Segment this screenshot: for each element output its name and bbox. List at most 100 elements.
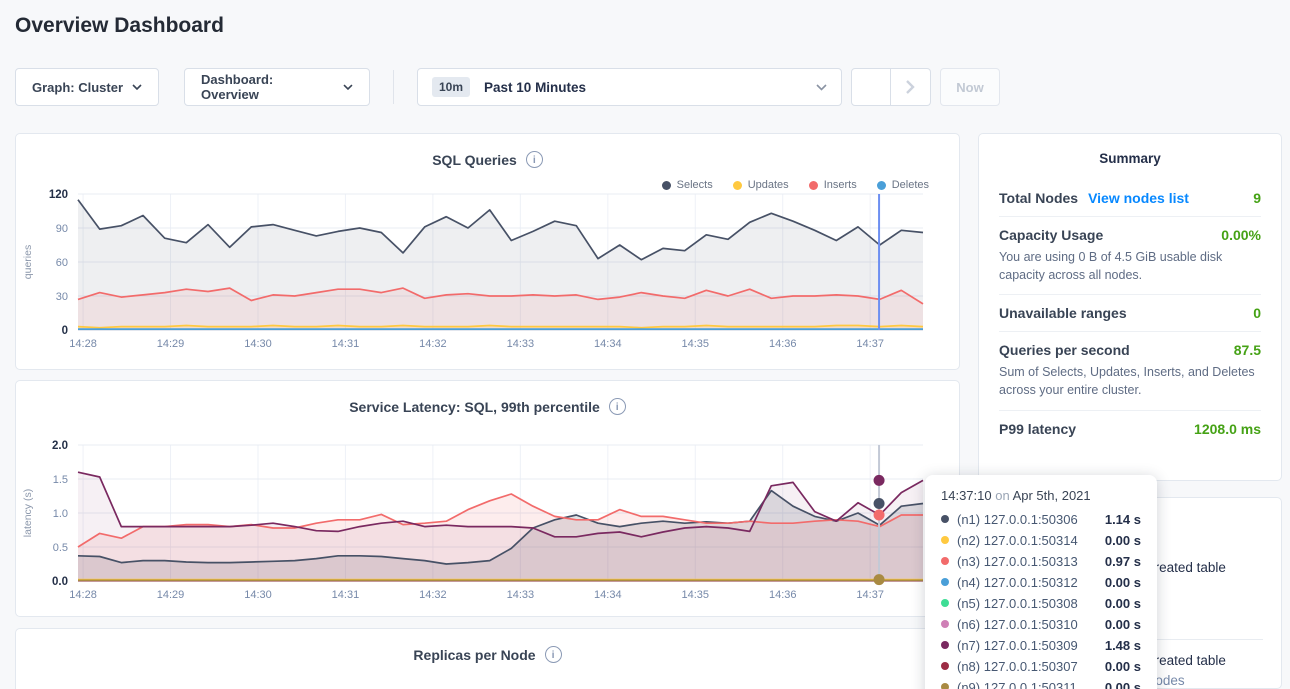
sql-queries-panel: SQL Queries i SelectsUpdatesInsertsDelet… [15, 133, 960, 370]
tooltip-timestamp: 14:37:10 on Apr 5th, 2021 [941, 488, 1141, 503]
tooltip-row: (n1) 127.0.0.1:50306 1.14 s [941, 510, 1141, 528]
svg-text:0.5: 0.5 [53, 542, 68, 554]
chart-hover-tooltip: 14:37:10 on Apr 5th, 2021 (n1) 127.0.0.1… [925, 475, 1157, 689]
service-latency-panel: Service Latency: SQL, 99th percentile i … [15, 380, 960, 617]
summary-row-value: 0 [1253, 305, 1261, 321]
summary-row-value: 1208.0 ms [1194, 421, 1261, 437]
tooltip-node-label: (n4) 127.0.0.1:50312 [957, 575, 1097, 590]
time-range-selector[interactable]: 10m Past 10 Minutes [417, 68, 842, 106]
chevron-left-icon [867, 80, 876, 94]
tooltip-node-value: 1.14 s [1105, 512, 1141, 527]
summary-row: Total Nodes View nodes list 9 [999, 180, 1261, 216]
view-nodes-list-link[interactable]: View nodes list [1088, 190, 1189, 206]
series-color-dot [941, 662, 949, 670]
page-title: Overview Dashboard [15, 14, 224, 38]
chevron-down-icon [816, 84, 827, 91]
svg-text:latency (s): latency (s) [22, 489, 34, 537]
svg-text:14:35: 14:35 [682, 338, 710, 350]
time-pager [851, 68, 931, 106]
time-range-badge: 10m [432, 77, 470, 97]
svg-text:14:28: 14:28 [69, 589, 97, 601]
tooltip-node-value: 0.00 s [1105, 596, 1141, 611]
tooltip-node-label: (n6) 127.0.0.1:50310 [957, 617, 1097, 632]
series-color-dot [941, 620, 949, 628]
sql-queries-chart[interactable]: 14:2814:2914:3014:3114:3214:3314:3414:35… [16, 186, 961, 358]
tooltip-node-label: (n2) 127.0.0.1:50314 [957, 533, 1097, 548]
summary-row: P99 latency 1208.0 ms [999, 410, 1261, 447]
now-button[interactable]: Now [940, 68, 1000, 106]
tooltip-node-value: 0.97 s [1105, 554, 1141, 569]
service-latency-chart[interactable]: 14:2814:2914:3014:3114:3214:3314:3414:35… [16, 437, 961, 609]
svg-text:120: 120 [49, 189, 68, 201]
svg-text:14:28: 14:28 [69, 338, 97, 350]
summary-row-description: You are using 0 B of 4.5 GiB usable disk… [999, 248, 1261, 284]
summary-row: Unavailable ranges 0 [999, 294, 1261, 331]
dashboard-select-label: Dashboard: Overview [201, 72, 334, 102]
tooltip-row: (n9) 127.0.0.1:50311 0.00 s [941, 678, 1141, 689]
svg-text:2.0: 2.0 [52, 440, 68, 452]
tooltip-node-value: 0.00 s [1105, 680, 1141, 689]
summary-row-label: Unavailable ranges [999, 305, 1127, 321]
series-color-dot [941, 641, 949, 649]
svg-text:14:36: 14:36 [769, 338, 797, 350]
summary-row-value: 0.00% [1221, 227, 1261, 243]
svg-text:14:34: 14:34 [594, 589, 622, 601]
tooltip-row: (n4) 127.0.0.1:503120.00 s [941, 573, 1141, 591]
summary-row-value: 9 [1253, 190, 1261, 206]
summary-panel: Summary Total NodesView nodes list9Capac… [978, 133, 1282, 481]
prev-range-button[interactable] [851, 68, 891, 106]
svg-text:60: 60 [56, 257, 68, 269]
tooltip-row: (n2) 127.0.0.1:50314 0.00 s [941, 531, 1141, 549]
summary-row-description: Sum of Selects, Updates, Inserts, and De… [999, 363, 1261, 399]
tooltip-node-value: 1.48 s [1105, 638, 1141, 653]
tooltip-node-label: (n3) 127.0.0.1:50313 [957, 554, 1097, 569]
toolbar-divider [393, 70, 394, 104]
svg-text:14:33: 14:33 [507, 338, 535, 350]
replicas-per-node-panel: Replicas per Node i [15, 628, 960, 689]
graph-select-label: Graph: Cluster [32, 80, 123, 95]
tooltip-rows: (n1) 127.0.0.1:50306 1.14 s (n2) 127.0.0.1… [941, 510, 1141, 689]
summary-row-label: Total Nodes [999, 190, 1078, 206]
info-icon[interactable]: i [609, 398, 626, 415]
summary-row-value: 87.5 [1234, 342, 1261, 358]
svg-text:14:35: 14:35 [682, 589, 710, 601]
chevron-down-icon [343, 84, 353, 90]
summary-row-label: Queries per second [999, 342, 1130, 358]
time-range-label: Past 10 Minutes [484, 80, 586, 95]
summary-row: Queries per second 87.5 Sum of Selects, Up… [999, 331, 1261, 409]
tooltip-node-label: (n7) 127.0.0.1:50309 [957, 638, 1097, 653]
tooltip-node-label: (n9) 127.0.0.1:50311 [957, 680, 1097, 689]
svg-text:14:31: 14:31 [332, 338, 360, 350]
tooltip-row: (n6) 127.0.0.1:503100.00 s [941, 615, 1141, 633]
tooltip-row: (n3) 127.0.0.1:50313 0.97 s [941, 552, 1141, 570]
tooltip-node-label: (n1) 127.0.0.1:50306 [957, 512, 1097, 527]
svg-text:14:36: 14:36 [769, 589, 797, 601]
summary-row-label: P99 latency [999, 421, 1076, 437]
chevron-right-icon [906, 80, 915, 94]
series-color-dot [941, 599, 949, 607]
svg-text:14:30: 14:30 [244, 589, 272, 601]
summary-rows: Total Nodes View nodes list 9 Capacity Usag… [999, 180, 1261, 447]
svg-text:14:32: 14:32 [419, 589, 447, 601]
series-color-dot [941, 536, 949, 544]
tooltip-node-value: 0.00 s [1105, 533, 1141, 548]
replicas-per-node-title: Replicas per Node [413, 647, 535, 663]
summary-row: Capacity Usage0.00%You are using 0 B of … [999, 216, 1261, 294]
tooltip-node-label: (n8) 127.0.0.1:50307 [957, 659, 1097, 674]
tooltip-row: (n7) 127.0.0.1:50309 1.48 s [941, 636, 1141, 654]
series-color-dot [941, 578, 949, 586]
tooltip-row: (n5) 127.0.0.1:50308 0.00 s [941, 594, 1141, 612]
svg-text:14:34: 14:34 [594, 338, 622, 350]
graph-select-dropdown[interactable]: Graph: Cluster [15, 68, 159, 106]
next-range-button[interactable] [891, 68, 931, 106]
chevron-down-icon [132, 84, 142, 90]
svg-text:14:31: 14:31 [332, 589, 360, 601]
tooltip-row: (n8) 127.0.0.1:503070.00 s [941, 657, 1141, 675]
series-color-dot [941, 515, 949, 523]
dashboard-select-dropdown[interactable]: Dashboard: Overview [184, 68, 370, 106]
info-icon[interactable]: i [526, 151, 543, 168]
tooltip-node-label: (n5) 127.0.0.1:50308 [957, 596, 1097, 611]
series-color-dot [941, 557, 949, 565]
info-icon[interactable]: i [545, 646, 562, 663]
svg-text:queries: queries [22, 245, 34, 279]
